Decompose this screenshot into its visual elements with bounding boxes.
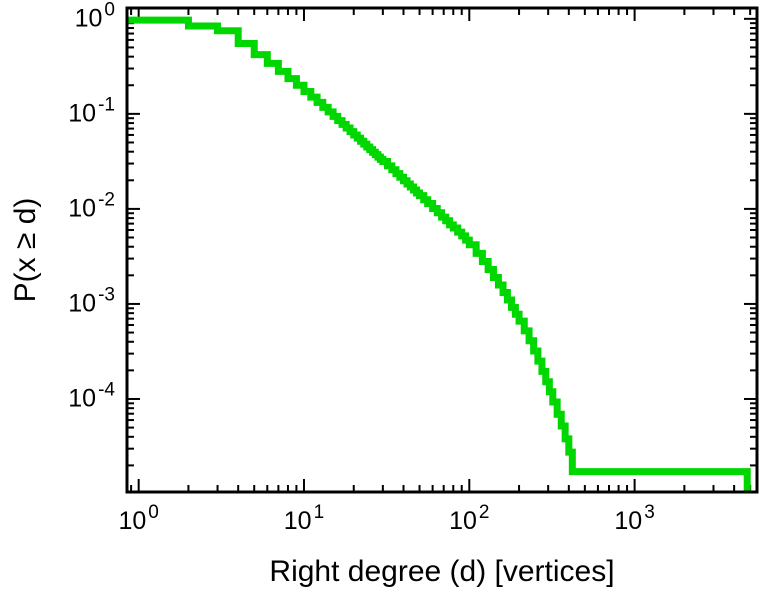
tick-base: 10 bbox=[449, 507, 477, 535]
y-tick-label: 10 -1 bbox=[68, 94, 115, 128]
tick-base: 10 bbox=[68, 194, 97, 223]
tick-base: 10 bbox=[614, 507, 643, 535]
tick-exponent: 0 bbox=[148, 502, 159, 523]
x-tick-label: 10 3 bbox=[614, 502, 654, 536]
plot-frame bbox=[125, 6, 759, 494]
tick-exponent: -3 bbox=[98, 284, 115, 306]
tick-base: 10 bbox=[68, 289, 97, 318]
tick-base: 10 bbox=[74, 4, 103, 33]
tick-exponent: 1 bbox=[313, 502, 325, 523]
y-tick-label: 10 0 bbox=[74, 0, 115, 33]
tick-base: 10 bbox=[118, 507, 147, 535]
x-tick-label: 10 1 bbox=[283, 502, 324, 536]
tick-base: 10 bbox=[68, 99, 97, 128]
tick-exponent: 3 bbox=[644, 502, 655, 523]
y-tick-label: 10 -2 bbox=[68, 189, 115, 223]
tick-exponent: -2 bbox=[98, 189, 115, 211]
x-tick-label: 10 2 bbox=[449, 502, 489, 536]
tick-exponent: -1 bbox=[98, 94, 115, 116]
y-tick-label: 10 -4 bbox=[68, 379, 115, 413]
tick-base: 10 bbox=[68, 384, 97, 413]
tick-exponent: 2 bbox=[478, 502, 490, 523]
y-tick-label: 10 -3 bbox=[68, 284, 115, 318]
tick-base: 10 bbox=[283, 507, 312, 535]
x-axis-title: Right degree (d) [vertices] bbox=[269, 555, 615, 588]
x-tick-label: 10 0 bbox=[118, 502, 158, 536]
y-axis-title: P(x ≥ d) bbox=[9, 197, 42, 303]
tick-exponent: 0 bbox=[104, 0, 115, 21]
tick-exponent: -4 bbox=[98, 379, 115, 401]
series-right-degree-ccdf bbox=[127, 16, 751, 492]
axis-ticks bbox=[127, 8, 757, 492]
